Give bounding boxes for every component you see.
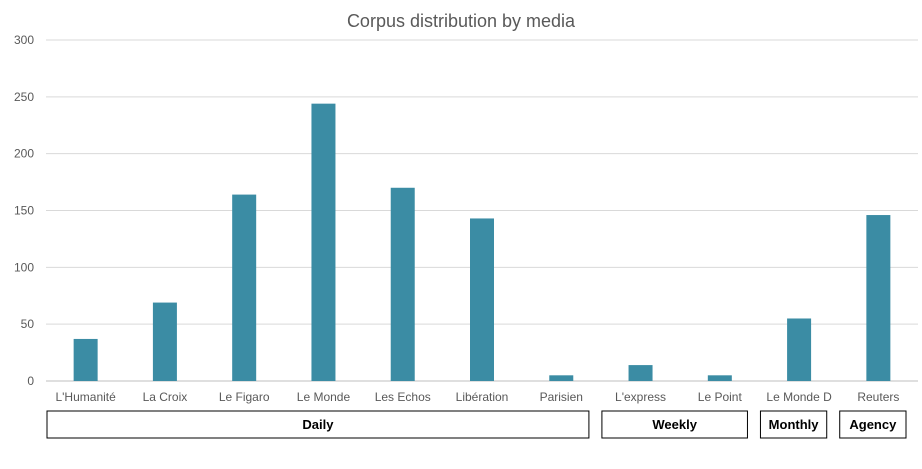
bar — [628, 365, 653, 381]
bar — [707, 375, 732, 381]
x-tick-label: La Croix — [143, 390, 188, 404]
group-label: Daily — [302, 417, 334, 432]
bar — [549, 375, 574, 381]
x-tick-label: Le Figaro — [219, 390, 270, 404]
bar — [73, 338, 98, 381]
group-box — [839, 410, 907, 439]
bar — [311, 103, 336, 382]
group-box — [759, 410, 828, 439]
group-box — [601, 410, 748, 439]
bar — [232, 194, 257, 381]
x-tick-label: Le Monde — [297, 390, 351, 404]
x-tick-label: Le Point — [698, 390, 743, 404]
y-tick-label: 200 — [14, 147, 34, 161]
y-tick-label: 50 — [21, 317, 35, 331]
bar — [152, 302, 177, 381]
group-label: Monthly — [769, 417, 820, 432]
y-tick-label: 150 — [14, 204, 34, 218]
x-tick-label: L'express — [615, 390, 666, 404]
x-tick-label: L'Humanité — [55, 390, 116, 404]
bar — [866, 215, 891, 381]
y-tick-label: 100 — [14, 260, 34, 274]
x-tick-label: Parisien — [540, 390, 583, 404]
group-label: Weekly — [652, 417, 697, 432]
group-box — [46, 410, 590, 439]
bar — [787, 318, 812, 381]
y-tick-label: 250 — [14, 90, 34, 104]
y-tick-label: 300 — [14, 33, 34, 47]
y-tick-label: 0 — [27, 374, 34, 388]
x-tick-label: Libération — [456, 390, 509, 404]
bar — [390, 187, 415, 381]
group-label: Agency — [849, 417, 897, 432]
x-tick-label: Reuters — [857, 390, 899, 404]
x-tick-label: Les Echos — [375, 390, 431, 404]
chart-title: Corpus distribution by media — [347, 11, 576, 31]
bar — [470, 218, 494, 381]
x-tick-label: Le Monde D — [766, 390, 832, 404]
